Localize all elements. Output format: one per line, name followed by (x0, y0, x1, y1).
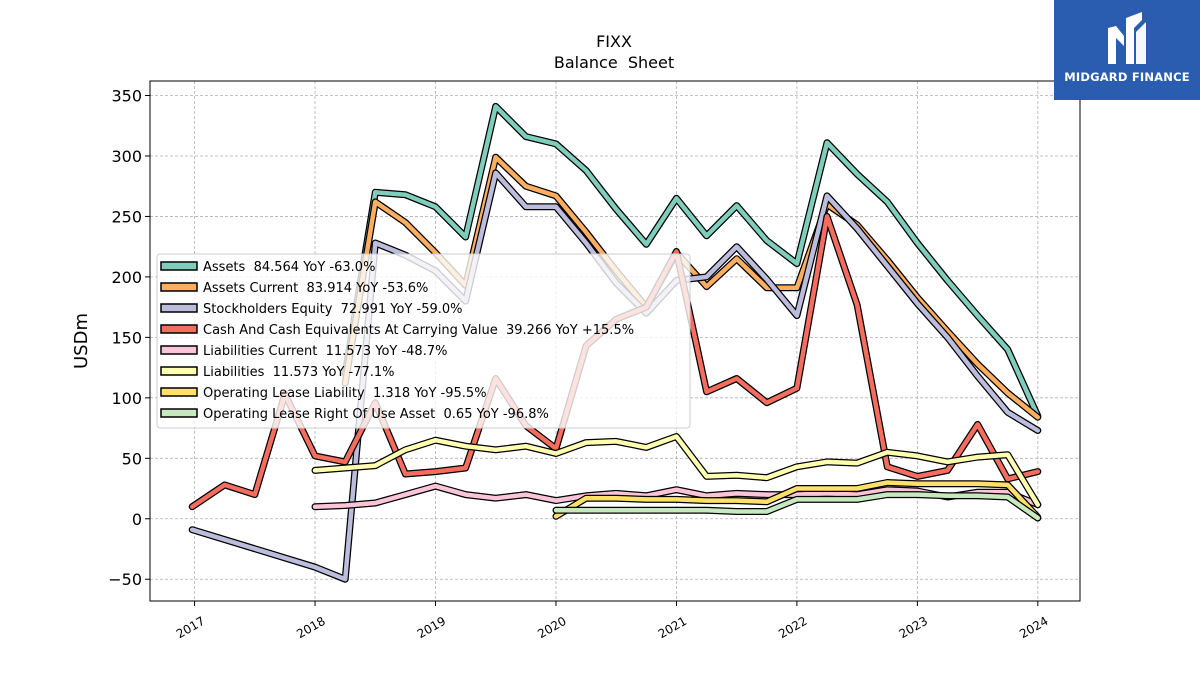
series-6 (311, 433, 1042, 509)
legend-swatch (160, 366, 198, 376)
y-tick-label: 300 (111, 147, 142, 166)
x-tick-label: 2019 (415, 614, 448, 641)
legend: Assets 84.564 YoY -63.0% Assets Current 8… (156, 253, 691, 429)
series-line (553, 492, 1041, 521)
y-axis-ticks: −50 0 50 100 150 200 250 300 350 (108, 87, 150, 589)
legend-label: Operating Lease Liability 1.318 YoY -95.… (203, 386, 487, 401)
y-tick-label: 200 (111, 268, 142, 287)
chart-title: FIXX (596, 32, 632, 51)
series-1 (341, 102, 1042, 420)
legend-swatch (160, 408, 198, 418)
y-tick-label: 0 (132, 510, 142, 529)
legend-label: Operating Lease Right Of Use Asset 0.65 … (203, 407, 549, 422)
series-line (312, 483, 1041, 509)
legend-label: Assets Current 83.914 YoY -53.6% (203, 281, 428, 296)
legend-swatch (160, 261, 198, 271)
series-line (553, 480, 1041, 520)
series-8 (552, 491, 1042, 522)
y-tick-label: 350 (111, 87, 142, 106)
chart-subtitle: Balance Sheet (554, 53, 674, 72)
y-tick-label: 250 (111, 207, 142, 226)
legend-label: Liabilities 11.573 YoY -77.1% (203, 365, 395, 380)
y-tick-label: −50 (108, 570, 142, 589)
series-7 (552, 479, 1042, 521)
y-axis-label: USDm (71, 313, 92, 369)
series-5 (311, 482, 1042, 511)
x-tick-label: 2023 (897, 614, 930, 641)
legend-box (156, 253, 691, 429)
x-tick-label: 2024 (1017, 614, 1050, 641)
x-tick-label: 2018 (294, 614, 327, 641)
legend-swatch (160, 345, 198, 355)
x-axis-ticks: 2017 2018 2019 2020 2021 2022 2023 2024 (174, 601, 1051, 641)
legend-label: Cash And Cash Equivalents At Carrying Va… (203, 323, 634, 338)
x-tick-label: 2021 (656, 614, 689, 641)
x-tick-label: 2017 (174, 614, 207, 641)
legend-label: Assets 84.564 YoY -63.0% (203, 260, 375, 275)
midgard-logo-icon (1108, 12, 1146, 64)
y-tick-label: 150 (111, 328, 142, 347)
y-tick-label: 100 (111, 389, 142, 408)
legend-swatch (160, 303, 198, 313)
legend-swatch (160, 324, 198, 334)
y-tick-label: 50 (122, 449, 142, 468)
plot-frame (149, 80, 1081, 602)
x-tick-label: 2022 (776, 614, 809, 641)
brand-logo: MIDGARD FINANCE (1054, 0, 1200, 100)
legend-swatch (160, 387, 198, 397)
series-line (312, 434, 1041, 507)
x-tick-label: 2020 (535, 614, 568, 641)
legend-swatch (160, 282, 198, 292)
legend-label: Liabilities Current 11.573 YoY -48.7% (203, 344, 447, 359)
legend-label: Stockholders Equity 72.991 YoY -59.0% (203, 302, 463, 317)
series-line (342, 104, 1041, 419)
logo-text: MIDGARD FINANCE (1064, 70, 1190, 84)
